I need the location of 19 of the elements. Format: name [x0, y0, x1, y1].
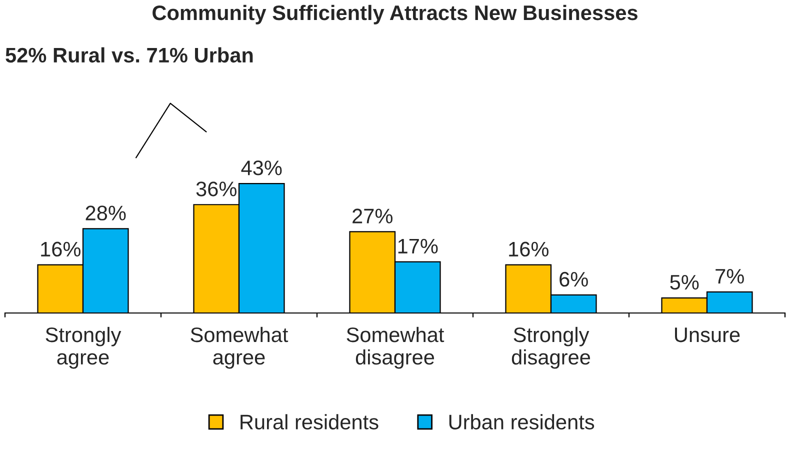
x-tick-label: Strongly agree: [46, 326, 122, 369]
x-tick-label: Somewhat agree: [190, 326, 288, 369]
x-tick-label: Strongly disagree: [512, 326, 590, 369]
x-tick-label: Somewhat disagree: [346, 326, 444, 369]
data-label: 28%: [86, 206, 126, 220]
data-label: 43%: [241, 160, 282, 176]
data-label: 5%: [670, 275, 699, 290]
data-label: 7%: [716, 268, 744, 284]
data-label: 36%: [196, 182, 236, 196]
chart-title: Community Sufficiently Attracts New Businesses: [152, 4, 638, 24]
data-label: 16%: [509, 242, 548, 257]
data-label: 16%: [41, 242, 80, 257]
x-tick-label: Unsure: [675, 328, 740, 342]
data-label: 27%: [352, 208, 392, 224]
data-label: 6%: [560, 272, 588, 287]
text: 52% Rural vs. 71% Urban: [6, 47, 253, 63]
legend-label: Rural residents: [240, 414, 378, 430]
legend-label: Urban residents: [449, 414, 594, 430]
data-label: 17%: [398, 238, 438, 254]
